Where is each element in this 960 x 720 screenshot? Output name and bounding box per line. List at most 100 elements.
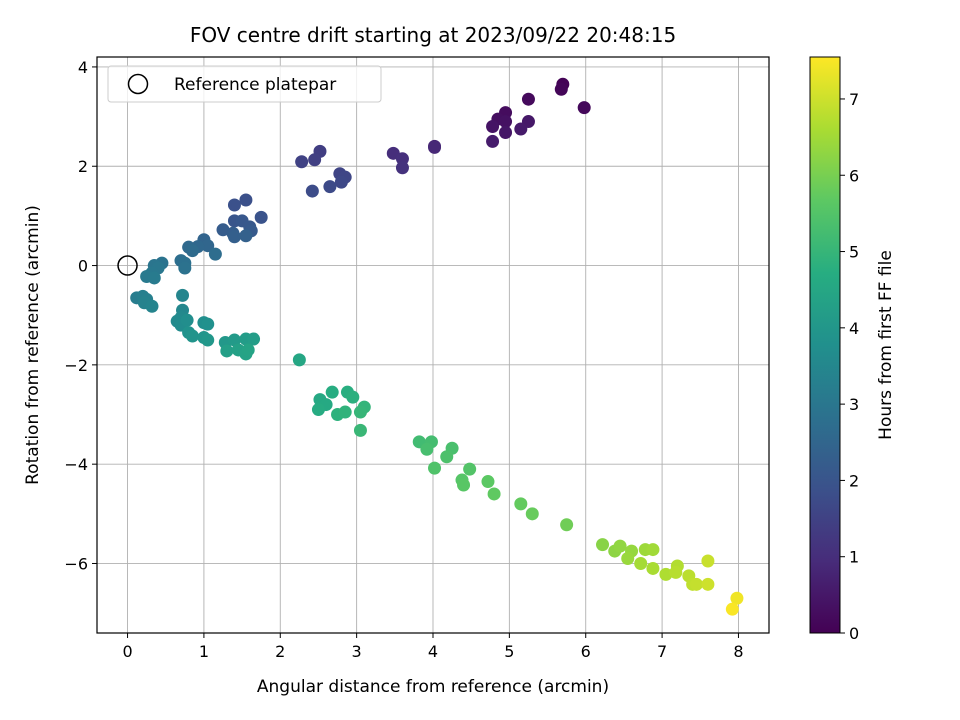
grid-lines (97, 57, 769, 633)
data-point (346, 390, 360, 404)
data-point (201, 317, 215, 331)
x-tick-label: 8 (733, 642, 743, 661)
x-tick-label: 4 (428, 642, 438, 661)
data-point (646, 561, 660, 575)
data-point (481, 475, 495, 489)
colorbar-tick-label: 3 (849, 395, 859, 414)
x-tick-label: 5 (504, 642, 514, 661)
data-point (487, 487, 501, 501)
data-point (701, 554, 715, 568)
plot-frame (96, 56, 770, 634)
data-point (227, 333, 241, 347)
y-axis-ticks: −6 −4 −2 0 2 4 (64, 58, 97, 573)
data-point (323, 180, 337, 194)
x-tick-label: 7 (657, 642, 667, 661)
y-tick-label: 4 (78, 58, 88, 77)
data-point (220, 344, 234, 358)
data-point (730, 591, 744, 605)
data-point (577, 101, 591, 115)
data-point (239, 229, 253, 243)
data-point (646, 543, 660, 557)
data-point (689, 577, 703, 591)
data-point (325, 385, 339, 399)
x-tick-label: 0 (122, 642, 132, 661)
x-tick-label: 2 (275, 642, 285, 661)
y-axis-label: Rotation from reference (arcmin) (23, 205, 43, 485)
data-point (216, 223, 230, 237)
data-point (440, 450, 454, 464)
data-point (308, 153, 322, 167)
x-axis-ticks: 0 1 2 3 4 5 6 7 8 (122, 633, 744, 661)
data-point (353, 423, 367, 437)
legend-box (107, 65, 382, 103)
data-point (395, 161, 409, 175)
data-point (185, 329, 199, 343)
colorbar-tick-label: 0 (849, 624, 859, 643)
data-point (180, 313, 194, 327)
y-tick-label: 2 (78, 157, 88, 176)
data-point (247, 332, 261, 346)
y-tick-label: −2 (64, 356, 88, 375)
data-point (295, 155, 309, 169)
data-point (145, 299, 159, 313)
colorbar-tick-label: 5 (849, 243, 859, 262)
data-point (239, 193, 253, 207)
reference-point-marker (117, 255, 138, 276)
data-point (338, 405, 352, 419)
data-point (227, 198, 241, 212)
data-point (201, 239, 215, 253)
data-point (334, 175, 348, 189)
y-tick-label: 0 (78, 257, 88, 276)
data-point (254, 210, 268, 224)
x-tick-label: 3 (352, 642, 362, 661)
data-point (486, 120, 500, 134)
legend: Reference platepar (107, 65, 382, 103)
data-point (613, 539, 627, 553)
data-point (457, 478, 471, 492)
data-point (521, 92, 535, 106)
x-axis-label: Angular distance from reference (arcmin) (257, 677, 609, 697)
data-point (208, 247, 222, 261)
data-point (178, 261, 192, 275)
data-point (554, 82, 568, 96)
data-point (185, 244, 199, 258)
data-point (596, 538, 610, 552)
data-point (305, 184, 319, 198)
data-point (428, 140, 442, 154)
data-point (669, 565, 683, 579)
legend-label: Reference platepar (174, 75, 336, 95)
data-point (201, 333, 215, 347)
data-point (701, 577, 715, 591)
data-point (395, 152, 409, 166)
data-point (420, 442, 434, 456)
data-point (463, 462, 477, 476)
data-point (499, 115, 513, 129)
data-point (311, 403, 325, 417)
colorbar-tick-label: 6 (849, 166, 859, 185)
data-point (514, 497, 528, 511)
data-point (525, 507, 539, 521)
data-point (560, 518, 574, 532)
data-point (428, 461, 442, 475)
data-points (130, 77, 744, 616)
x-tick-label: 1 (199, 642, 209, 661)
colorbar-tick-label: 1 (849, 548, 859, 567)
colorbar-tick-label: 2 (849, 471, 859, 490)
y-tick-label: −4 (64, 455, 88, 474)
data-point (486, 134, 500, 148)
data-point (725, 602, 739, 616)
data-point (514, 122, 528, 136)
data-point (659, 567, 673, 581)
colorbar-tick-label: 7 (849, 90, 859, 109)
colorbar-tick-label: 4 (849, 319, 859, 338)
data-point (621, 552, 635, 566)
y-tick-label: −6 (64, 554, 88, 573)
data-point (499, 125, 513, 139)
data-point (227, 230, 241, 244)
data-point (241, 343, 255, 357)
colorbar-label: Hours from first FF file (876, 250, 896, 440)
colorbar (809, 56, 841, 634)
chart-title: FOV centre drift starting at 2023/09/22 … (190, 23, 676, 47)
x-tick-label: 6 (581, 642, 591, 661)
